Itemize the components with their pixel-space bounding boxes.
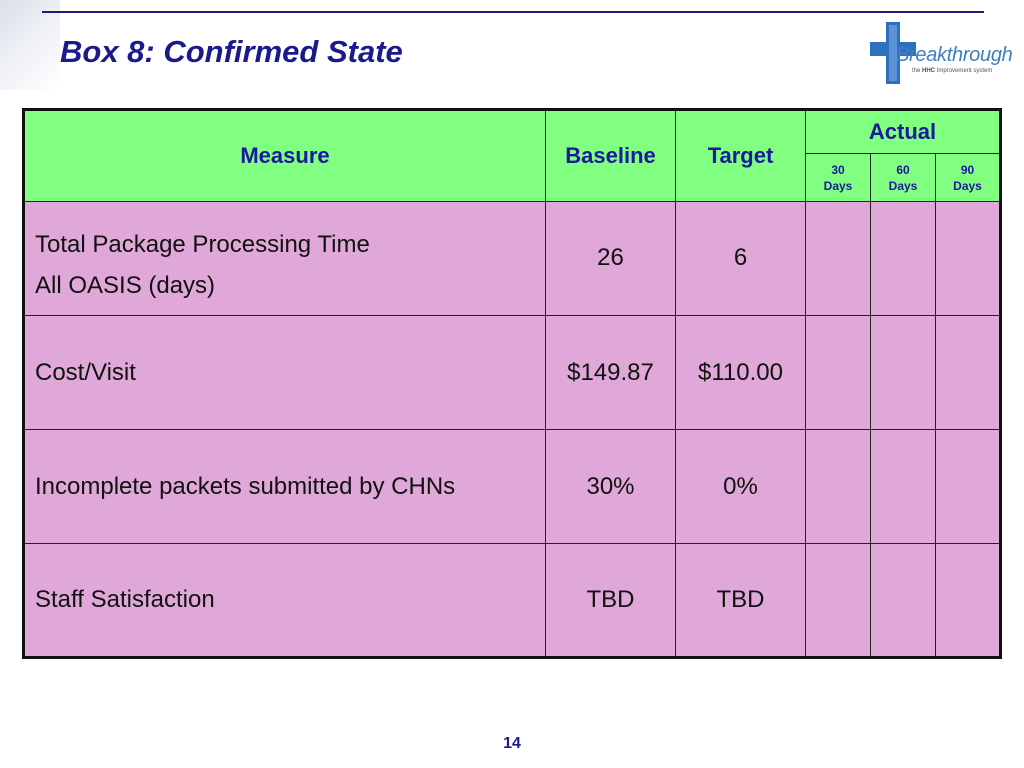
breakthrough-logo: Breakthrough the HHC Improvement system [870,22,1020,86]
target-cell: $110.00 [675,315,806,430]
header-actual-90-days: 90 Days [934,153,1002,202]
target-cell: 0% [675,429,806,544]
actual-30-cell [805,429,871,544]
actual-60-cell [870,429,936,544]
header-measure: Measure [23,109,546,202]
actual-60-cell [870,315,936,430]
measures-table: Measure Baseline Target Actual 30 Days 60… [22,108,1003,659]
table-row: Total Package Processing Time All OASIS (… [23,201,1002,316]
table-row: Incomplete packets submitted by CHNs 30%… [23,429,1002,544]
actual-60-cell [870,201,936,316]
header-actual-60-days: 60 Days [870,153,936,202]
top-rule [42,11,984,13]
baseline-cell: 30% [545,429,676,544]
measure-cell: Incomplete packets submitted by CHNs [23,429,546,544]
header-actual-30-days: 30 Days [805,153,871,202]
header-baseline: Baseline [545,109,676,202]
logo-tagline: the HHC Improvement system [912,68,992,74]
measure-cell: Staff Satisfaction [23,543,546,658]
header-actual: Actual [804,109,1002,154]
logo-tagline-brand: HHC [922,68,936,74]
actual-30-cell [805,315,871,430]
slide-title: Box 8: Confirmed State [60,34,403,69]
corner-decoration [0,0,60,90]
baseline-cell: $149.87 [545,315,676,430]
actual-30-cell [805,201,871,316]
cross-logo-icon [870,22,916,84]
table-row: Staff Satisfaction TBD TBD [23,543,1002,658]
target-cell: TBD [675,543,806,658]
table-subheader-row: 30 Days 60 Days 90 Days [24,153,1002,202]
logo-tagline-prefix: the [912,68,921,74]
actual-30-cell [805,543,871,658]
actual-90-cell [934,543,1002,658]
actual-90-cell [934,429,1002,544]
page-number: 14 [503,735,521,752]
baseline-cell: TBD [545,543,676,658]
logo-wordmark: Breakthrough [896,44,1013,66]
table-header-row: Measure Baseline Target Actual [23,109,1002,202]
measure-cell: Total Package Processing Time All OASIS (… [23,201,546,316]
header-target: Target [675,109,806,202]
baseline-cell: 26 [545,201,676,316]
actual-90-cell [934,201,1002,316]
table-row: Cost/Visit $149.87 $110.00 [23,315,1002,430]
measure-cell: Cost/Visit [23,315,546,430]
actual-60-cell [870,543,936,658]
logo-tagline-suffix: Improvement system [936,68,993,74]
target-cell: 6 [675,201,806,316]
actual-90-cell [934,315,1002,430]
